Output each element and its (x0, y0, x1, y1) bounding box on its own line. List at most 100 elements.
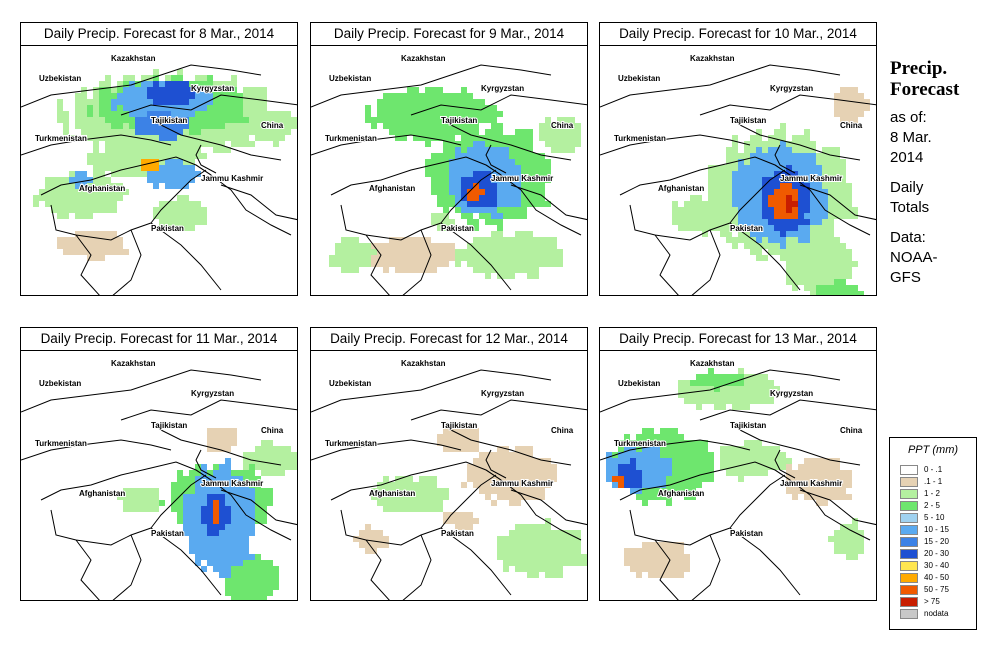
precip-cell (684, 464, 690, 470)
precip-cell (816, 458, 822, 464)
precip-cell (473, 243, 479, 249)
precip-cell (159, 141, 165, 147)
precip-cell (804, 195, 810, 201)
precip-cell (551, 147, 557, 153)
precip-cell (237, 530, 243, 536)
precip-cell (383, 506, 389, 512)
precip-cell (684, 560, 690, 566)
precip-cell (129, 129, 135, 135)
precip-cell (515, 159, 521, 165)
precip-cell (335, 249, 341, 255)
precip-cell (557, 560, 563, 566)
map-label-afghanistan: Afghanistan (369, 489, 415, 498)
precip-cell (491, 452, 497, 458)
precip-cell (195, 99, 201, 105)
precip-cell (491, 129, 497, 135)
precip-cell (455, 153, 461, 159)
precip-cell (509, 452, 515, 458)
precip-cell (219, 572, 225, 578)
precip-cell (183, 93, 189, 99)
precip-cell (129, 141, 135, 147)
precip-cell (425, 261, 431, 267)
precip-cell (395, 111, 401, 117)
map-label-uzbekistan: Uzbekistan (618, 379, 660, 388)
precip-cell (708, 386, 714, 392)
precip-cell (383, 500, 389, 506)
precip-cell (479, 117, 485, 123)
precip-cell (171, 141, 177, 147)
country-border (160, 124, 282, 161)
precip-cell (563, 141, 569, 147)
precip-cell (159, 99, 165, 105)
precip-cell (243, 135, 249, 141)
precip-cell (401, 123, 407, 129)
precip-cell (195, 123, 201, 129)
precip-cell (261, 458, 267, 464)
precip-cell (461, 428, 467, 434)
precip-cell (213, 123, 219, 129)
precip-cell (726, 219, 732, 225)
precip-cell (726, 183, 732, 189)
precip-cell (539, 243, 545, 249)
precip-cell (141, 99, 147, 105)
precip-cell (359, 261, 365, 267)
precip-cell (509, 261, 515, 267)
precip-cell (261, 584, 267, 590)
precip-cell (545, 243, 551, 249)
precip-cell (87, 213, 93, 219)
precip-cell (858, 536, 864, 542)
precip-cell (762, 392, 768, 398)
precip-cell (810, 201, 816, 207)
precip-cell (678, 207, 684, 213)
precip-cell (533, 494, 539, 500)
precip-cell (666, 542, 672, 548)
precip-cell (551, 261, 557, 267)
precip-cell (365, 542, 371, 548)
precip-cell (816, 207, 822, 213)
precip-cell (437, 195, 443, 201)
precip-cell (479, 249, 485, 255)
map-label-tajikistan: Tajikistan (730, 421, 766, 430)
precip-cell (383, 488, 389, 494)
forecast-panel-4: Daily Precip. Forecast for 11 Mar., 2014… (20, 327, 298, 601)
precip-cell (527, 566, 533, 572)
precip-cell (840, 207, 846, 213)
precip-cell (738, 237, 744, 243)
precip-cell (840, 494, 846, 500)
map-label-kyrgyzstan: Kyrgyzstan (481, 389, 524, 398)
precip-cell (261, 464, 267, 470)
precip-cell (491, 458, 497, 464)
precip-cell (750, 374, 756, 380)
precip-cell (437, 488, 443, 494)
precip-cell (183, 476, 189, 482)
precip-cell (75, 231, 81, 237)
precip-cell (509, 183, 515, 189)
precip-cell (99, 135, 105, 141)
precip-cell (261, 111, 267, 117)
precip-cell (347, 237, 353, 243)
precip-cell (255, 111, 261, 117)
precip-cell (804, 201, 810, 207)
precip-cell (708, 219, 714, 225)
precip-cell (171, 165, 177, 171)
country-border (799, 184, 876, 221)
precip-cell (738, 470, 744, 476)
precip-cell (497, 548, 503, 554)
precip-cell (533, 201, 539, 207)
precip-cell (533, 237, 539, 243)
precip-cell (147, 171, 153, 177)
precip-cell (702, 219, 708, 225)
precip-cell (147, 81, 153, 87)
precip-cell (129, 165, 135, 171)
precip-cell (810, 279, 816, 285)
precip-cell (69, 183, 75, 189)
precip-cell (509, 213, 515, 219)
precip-cell (798, 165, 804, 171)
precip-cell (485, 273, 491, 279)
precip-cell (449, 141, 455, 147)
precip-cell (425, 123, 431, 129)
precip-cell (804, 285, 810, 291)
precip-cell (189, 93, 195, 99)
precip-cell (810, 165, 816, 171)
precip-cell (219, 548, 225, 554)
